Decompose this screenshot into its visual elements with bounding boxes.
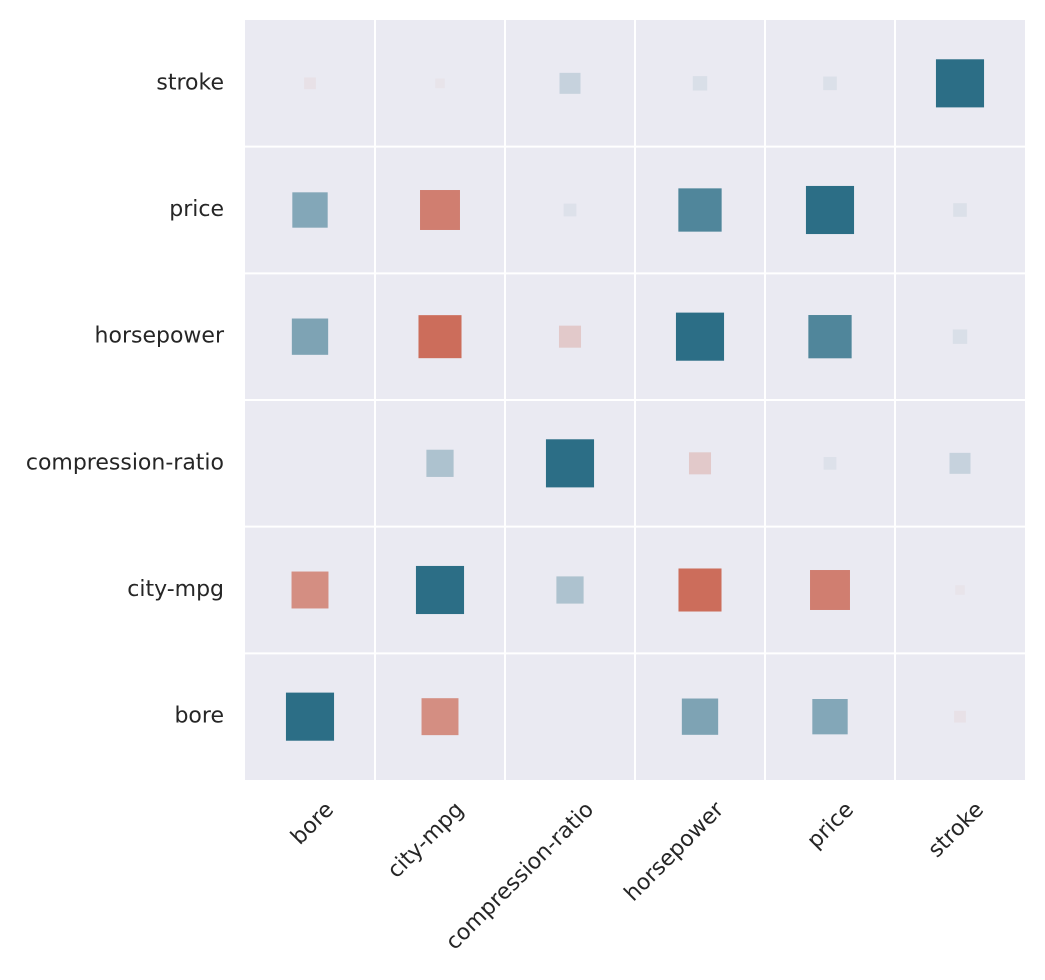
heatmap-cell-price-horsepower xyxy=(678,188,722,232)
y-tick-label-compression-ratio: compression-ratio xyxy=(26,450,224,475)
heatmap-cell-city-mpg-compression-ratio xyxy=(556,576,584,604)
heatmap-cell-compression-ratio-stroke xyxy=(949,452,971,474)
heatmap-cell-bore-horsepower xyxy=(681,698,719,735)
heatmap-cell-horsepower-city-mpg xyxy=(418,315,462,359)
heatmap-cell-horsepower-bore xyxy=(291,318,329,355)
heatmap-cell-horsepower-price xyxy=(808,315,852,359)
heatmap-cell-horsepower-compression-ratio xyxy=(558,325,582,348)
heatmap-cell-horsepower-horsepower xyxy=(675,312,725,361)
heatmap-cell-horsepower-stroke xyxy=(952,329,968,344)
y-tick-label-city-mpg: city-mpg xyxy=(127,577,224,602)
heatmap-cell-price-bore xyxy=(292,192,328,228)
heatmap-cell-compression-ratio-compression-ratio xyxy=(545,439,595,488)
x-tick-label-price: price xyxy=(803,797,859,853)
y-tick-label-bore: bore xyxy=(174,704,224,729)
heatmap-cell-bore-stroke xyxy=(954,710,966,723)
heatmap-cell-price-price xyxy=(805,185,855,235)
heatmap-cell-bore-price xyxy=(812,698,848,735)
heatmap-cell-stroke-city-mpg xyxy=(435,78,445,89)
heatmap-cell-stroke-bore xyxy=(304,77,316,90)
y-tick-label-price: price xyxy=(169,197,224,222)
heatmap-cell-price-stroke xyxy=(953,203,967,217)
heatmap-cell-city-mpg-price xyxy=(810,570,850,610)
y-tick-label-stroke: stroke xyxy=(156,70,224,95)
heatmap-cell-compression-ratio-horsepower xyxy=(688,452,712,475)
x-tick-label-stroke: stroke xyxy=(924,797,989,862)
heatmap-cell-city-mpg-stroke xyxy=(955,585,965,595)
heatmap-cell-compression-ratio-price xyxy=(823,456,837,470)
heatmap-cell-price-compression-ratio xyxy=(563,203,577,217)
heatmap-cell-bore-city-mpg xyxy=(421,698,459,736)
heatmap-cell-city-mpg-horsepower xyxy=(678,568,722,612)
y-tick-labels: stroke price horsepower compression-ratio ci… xyxy=(26,70,225,728)
grid-lines xyxy=(245,20,1025,780)
heatmap-cell-stroke-horsepower xyxy=(692,76,708,91)
heatmap-cell-city-mpg-bore xyxy=(291,571,329,609)
heatmap-cell-bore-bore xyxy=(285,692,335,741)
heatmap-cell-price-city-mpg xyxy=(420,190,460,230)
heatmap-cell-city-mpg-city-mpg xyxy=(415,565,465,615)
x-tick-label-compression-ratio: compression-ratio xyxy=(441,797,599,955)
heatmap-cell-compression-ratio-city-mpg xyxy=(426,449,454,477)
heatmap-cells xyxy=(285,59,985,741)
heatmap-cell-stroke-stroke xyxy=(935,59,985,108)
x-tick-label-city-mpg: city-mpg xyxy=(383,797,469,883)
y-tick-label-horsepower: horsepower xyxy=(95,324,225,349)
heatmap-cell-stroke-price xyxy=(823,76,837,91)
x-tick-label-horsepower: horsepower xyxy=(620,797,730,907)
x-tick-label-bore: bore xyxy=(286,797,339,850)
heatmap-cell-stroke-compression-ratio xyxy=(559,72,581,94)
